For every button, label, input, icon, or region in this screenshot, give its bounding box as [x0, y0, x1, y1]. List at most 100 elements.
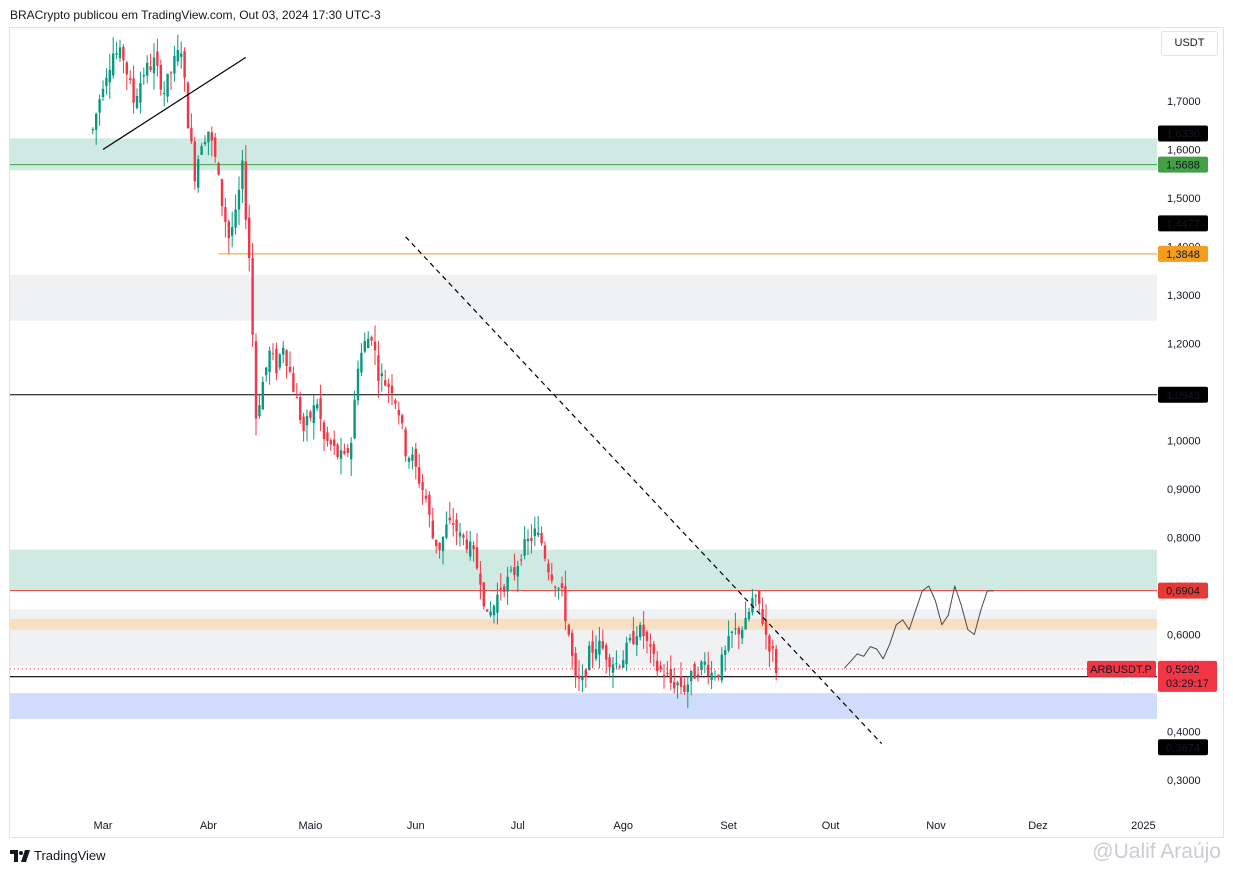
candle-body: [197, 159, 200, 188]
candle-body: [533, 528, 536, 537]
candle-body: [207, 131, 210, 143]
price-tick-label: 1,2000: [1167, 339, 1201, 351]
candle-body: [159, 64, 162, 90]
candle-body: [404, 429, 407, 457]
candle-body: [656, 660, 659, 672]
time-tick-label: Jun: [407, 820, 425, 832]
level-1-3848-label: 1,3848: [1166, 249, 1200, 261]
level-1-0943-label-bg: [1158, 386, 1208, 403]
candle-body: [764, 620, 768, 635]
candle-body: [265, 367, 268, 376]
upper-solid-trendline[interactable]: [102, 56, 247, 151]
level-1-5688-label: 1,5688: [1166, 160, 1200, 172]
candle-body: [659, 665, 662, 670]
candle-body: [176, 49, 179, 62]
candle-body: [125, 62, 128, 75]
candle-body: [105, 77, 108, 87]
candle-body: [758, 590, 761, 604]
candle-body: [95, 113, 98, 130]
candle-body: [237, 189, 241, 210]
candle-body: [401, 415, 404, 424]
candle-body: [584, 669, 587, 677]
price-tick-label: 0,6000: [1167, 630, 1201, 642]
candle-body: [693, 663, 696, 679]
price-tick-label: 0,4000: [1167, 727, 1201, 739]
candle-body: [91, 129, 94, 131]
candle-body: [146, 62, 149, 76]
blue-zone: [10, 693, 1157, 719]
candle-body: [710, 672, 713, 680]
candle-body: [503, 586, 506, 592]
candle-body: [669, 668, 672, 683]
level-0-6904-label: 0,6904: [1166, 586, 1200, 598]
candle-body: [115, 53, 118, 55]
candle-body: [499, 588, 502, 590]
candle-body: [550, 574, 553, 581]
candle-body: [537, 532, 540, 536]
candle-body: [452, 523, 455, 525]
candle-body: [567, 624, 570, 635]
candle-body: [285, 350, 288, 367]
candle-body: [734, 628, 737, 630]
candle-body: [513, 567, 516, 575]
candle-body: [377, 355, 380, 382]
candle-body: [380, 373, 383, 376]
candle-body: [465, 539, 468, 550]
time-tick-label: Maio: [298, 820, 322, 832]
candle-body: [486, 609, 489, 612]
level-1-0943-label: 1,0943: [1166, 390, 1200, 402]
zones-layer: [10, 138, 1157, 719]
time-tick-label: Mar: [94, 820, 113, 832]
candle-body: [118, 47, 122, 59]
candle-body: [183, 51, 186, 78]
candle-body: [554, 586, 557, 588]
candle-body: [193, 141, 196, 182]
symbol-tag: ARBUSDT.P: [1090, 664, 1152, 676]
candle-body: [339, 450, 343, 459]
candle-body: [730, 631, 734, 634]
candle-body: [540, 533, 543, 544]
candle-body: [353, 399, 356, 439]
level-0-3674-label-bg: [1158, 739, 1208, 756]
currency-button[interactable]: USDT: [1161, 31, 1218, 56]
grey-zone-upper: [10, 274, 1157, 321]
level-1-4477-label-bg: [1158, 215, 1208, 232]
price-tick-label: 0,3000: [1167, 775, 1201, 787]
candle-body: [275, 348, 278, 374]
candle-body: [588, 645, 591, 670]
projection-path[interactable]: [843, 585, 994, 669]
candle-body: [163, 93, 166, 95]
candle-body: [254, 341, 258, 419]
price-tick-label: 1,6000: [1167, 145, 1201, 157]
candle-body: [302, 416, 305, 431]
candle-body: [652, 644, 655, 654]
candle-body: [142, 74, 145, 77]
candle-body: [543, 545, 547, 559]
candle-body: [186, 82, 190, 129]
candle-body: [135, 95, 139, 108]
level-1-3848-label-bg: [1158, 245, 1208, 262]
symbol-tag-bg: [1087, 660, 1156, 677]
candle-body: [407, 457, 411, 462]
candle-body: [455, 519, 458, 532]
candle-body: [190, 127, 193, 142]
candle-body: [312, 405, 315, 424]
candle-body: [271, 353, 275, 355]
grey-zone-lower: [10, 609, 1157, 667]
tradingview-logo[interactable]: TradingView: [10, 848, 106, 863]
author-watermark: @Ualif Araújo: [1092, 840, 1221, 863]
candle-body: [322, 422, 326, 440]
candle-body: [639, 624, 642, 638]
candle-body: [333, 439, 336, 447]
candle-body: [560, 583, 564, 588]
candle-body: [771, 646, 774, 649]
trendlines-layer: [102, 56, 994, 745]
candle-body: [241, 160, 244, 190]
candle-body: [156, 51, 159, 66]
candle-body: [438, 542, 441, 551]
level-1-4477-label: 1,4477: [1166, 218, 1200, 230]
candle-body: [751, 597, 754, 613]
descending-dashed-trendline[interactable]: [405, 236, 883, 745]
candle-body: [737, 627, 740, 635]
